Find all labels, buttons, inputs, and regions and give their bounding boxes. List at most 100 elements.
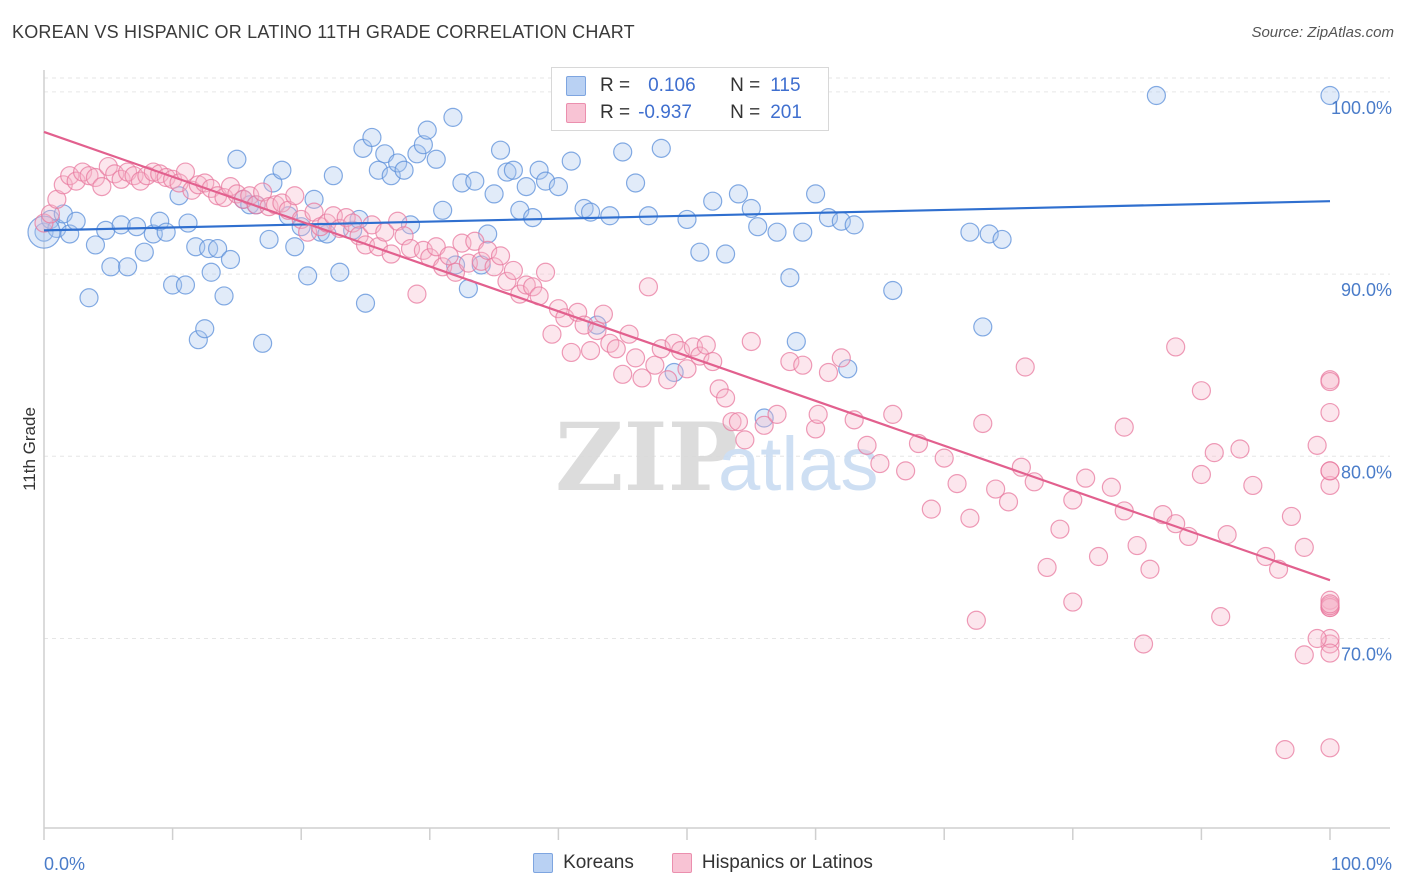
hispanic-point — [638, 277, 659, 297]
korean-point — [677, 209, 697, 230]
hispanic-point — [857, 435, 877, 455]
hispanic-point — [1211, 607, 1231, 627]
hispanic-point — [921, 499, 941, 519]
hispanic-point — [1204, 443, 1224, 463]
hispanic-point — [1024, 472, 1044, 492]
hispanic-point — [754, 415, 774, 435]
korean-point — [465, 171, 485, 191]
korean-point — [580, 202, 601, 222]
hispanic-point — [1101, 477, 1121, 497]
hispanic-point — [1191, 464, 1212, 485]
hispanic-point — [1320, 475, 1340, 496]
korean-point — [600, 206, 620, 226]
hispanic-point — [696, 335, 716, 355]
hispanic-point — [561, 342, 581, 363]
korean-point — [516, 177, 536, 197]
korean-point — [844, 215, 864, 235]
r-value-koreans: 0.106 — [648, 75, 696, 96]
korean-point — [259, 229, 279, 250]
hispanic-point — [870, 453, 890, 474]
hispanic-point — [741, 331, 761, 352]
hispanic-point — [973, 413, 993, 434]
korean-point — [188, 330, 208, 350]
korean-point — [323, 166, 343, 186]
hispanic-point — [1166, 337, 1186, 357]
hispanic-point — [625, 348, 646, 368]
korean-point — [548, 177, 569, 197]
y-axis-label: 11th Grade — [20, 407, 39, 491]
korean-point — [664, 362, 684, 383]
hispanic-point — [1320, 738, 1340, 758]
korean-point — [220, 249, 241, 270]
axes — [43, 70, 1390, 829]
korean-point — [227, 149, 247, 169]
korean-point — [992, 229, 1012, 250]
korean-point — [793, 222, 813, 242]
korean-point — [134, 242, 154, 262]
hispanic-point — [1191, 381, 1212, 401]
korean-point — [201, 262, 221, 282]
x-tick-label-max: 100.0% — [1331, 854, 1392, 874]
n-label: N = — [730, 75, 761, 96]
korean-point — [355, 293, 376, 313]
hispanic-point — [1320, 594, 1340, 614]
korean-point — [285, 237, 305, 257]
hispanic-point — [1037, 557, 1057, 578]
hispanic-point — [1243, 475, 1263, 496]
korean-point — [754, 408, 774, 428]
hispanic-point — [503, 260, 523, 281]
korean-point — [175, 275, 196, 295]
hispanic-point — [767, 404, 787, 424]
trend-lines — [43, 130, 1331, 582]
chart-title: KOREAN VS HISPANIC OR LATINO 11TH GRADE … — [12, 22, 635, 42]
hispanic-point — [1050, 519, 1070, 539]
korean-point — [443, 107, 463, 127]
watermark: ZIP atlas — [555, 403, 879, 513]
hispanic-point — [805, 419, 826, 439]
korean-point — [388, 153, 408, 173]
korean-point — [715, 244, 736, 264]
legend-item-hispanic: Hispanics or Latinos — [671, 852, 873, 874]
korean-point — [433, 200, 453, 220]
korean-point — [529, 160, 549, 180]
hispanic-legend-swatch — [671, 853, 692, 873]
hispanic-point — [1320, 643, 1340, 663]
korean-point — [253, 333, 273, 353]
korean-point — [413, 135, 433, 155]
hispanic-point — [542, 324, 562, 344]
hispanic-point — [677, 359, 697, 379]
hispanic-point — [535, 262, 556, 282]
hispanic-point — [728, 412, 749, 432]
hispanic-point — [98, 156, 118, 177]
korean-point — [786, 331, 806, 352]
hispanic-point — [960, 508, 980, 528]
korean-point — [883, 280, 903, 301]
hispanic-point — [986, 479, 1006, 499]
source-label: Source: ZipAtlas.com — [1251, 24, 1394, 41]
korean-point — [85, 235, 106, 255]
hispanic-point — [808, 404, 828, 424]
hispanic-point — [1320, 461, 1340, 481]
korean-point — [490, 140, 511, 160]
korean-point — [523, 207, 543, 228]
korean-point — [1320, 85, 1340, 106]
hispanic-point — [1281, 506, 1302, 527]
hispanic-point — [92, 177, 112, 197]
hispanic-point — [619, 324, 639, 344]
r-label: R = — [600, 102, 631, 123]
hispanic-point — [715, 388, 736, 408]
hispanic-point — [998, 492, 1019, 512]
n-value-koreans: 115 — [770, 75, 801, 96]
series-legend: Koreans Hispanics or Latinos — [0, 852, 1406, 874]
korean-point — [156, 222, 176, 242]
hispanic-trend-line — [43, 130, 1331, 582]
korean-point — [362, 127, 382, 148]
hispanic-point — [1256, 546, 1276, 567]
hispanic-point — [896, 461, 916, 481]
legend-label-hispanic: Hispanics or Latinos — [701, 852, 873, 873]
hispanic-point — [1320, 402, 1340, 423]
r-label: R = — [600, 75, 631, 96]
hispanic-point — [722, 412, 742, 432]
korean-point — [66, 211, 86, 231]
